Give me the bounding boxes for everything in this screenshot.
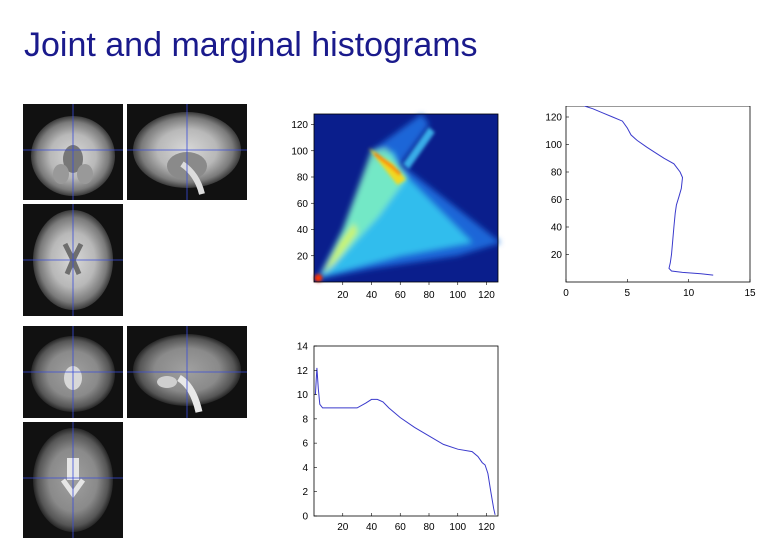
y-tick-label: 60 <box>297 199 309 210</box>
y-tick-label: 12 <box>297 366 309 377</box>
y-tick-label: 120 <box>291 120 308 131</box>
y-tick-label: 100 <box>545 140 562 151</box>
joint-peaks <box>314 127 435 283</box>
x-tick-label: 10 <box>683 288 695 299</box>
x-tick-label: 40 <box>366 522 378 533</box>
y-tick-label: 10 <box>297 390 309 401</box>
x-tick-label: 100 <box>449 522 466 533</box>
y-tick-label: 6 <box>302 439 308 450</box>
y-tick-label: 2 <box>302 487 308 498</box>
y-tick-label: 8 <box>302 414 308 425</box>
x-tick-label: 80 <box>423 522 435 533</box>
x-tick-label: 60 <box>395 522 407 533</box>
joint-histogram-chart: 20 40 60 80 100 120 20 40 60 80 100 120 <box>291 113 501 301</box>
y-tick-label: 80 <box>297 173 309 184</box>
y-tick-label: 0 <box>302 512 308 523</box>
x-tick-label: 80 <box>423 290 435 301</box>
peak-core <box>373 152 402 176</box>
margR-line <box>584 106 714 276</box>
sagittal-slice-2 <box>127 326 247 418</box>
y-tick-label: 20 <box>551 250 563 261</box>
density-region <box>322 222 358 275</box>
y-tick-label: 60 <box>551 195 563 206</box>
coronal-slice <box>23 104 123 200</box>
x-tick-label: 15 <box>744 288 756 299</box>
margB-line <box>314 367 496 515</box>
slide-title: Joint and marginal histograms <box>24 26 478 64</box>
sagittal-slice <box>127 104 247 200</box>
y-tick-label: 4 <box>302 463 308 474</box>
mri-images-top <box>23 104 247 316</box>
axial-slice <box>23 204 123 316</box>
y-tick-label: 100 <box>291 146 308 157</box>
x-tick-label: 20 <box>337 522 349 533</box>
y-tick-label: 40 <box>551 223 563 234</box>
density-region <box>319 150 473 277</box>
y-tick-label: 40 <box>297 225 309 236</box>
margB-frame <box>313 345 499 517</box>
origin-peak <box>314 274 323 283</box>
upper-arm <box>403 127 435 170</box>
axial-slice-2 <box>23 422 123 538</box>
y-tick-label: 80 <box>551 168 563 179</box>
y-tick-label: 14 <box>297 342 309 353</box>
x-tick-label: 120 <box>478 290 495 301</box>
x-tick-label: 0 <box>563 288 569 299</box>
y-tick-label: 20 <box>297 251 309 262</box>
x-tick-label: 20 <box>337 290 349 301</box>
joint-frame <box>313 113 499 283</box>
y-tick-label: 120 <box>545 113 562 124</box>
mri-images-bottom <box>23 326 247 538</box>
coronal-slice-2 <box>23 326 123 418</box>
margR-frame <box>565 106 751 283</box>
x-tick-label: 120 <box>478 522 495 533</box>
x-tick-label: 5 <box>625 288 631 299</box>
joint-density <box>316 114 501 280</box>
marginal-histogram-right: 0 5 10 15 20 40 60 80 100 120 <box>545 106 756 299</box>
marginal-histogram-bottom: 20 40 60 80 100 120 0 2 4 6 8 10 12 14 <box>297 342 499 533</box>
x-tick-label: 40 <box>366 290 378 301</box>
x-tick-label: 60 <box>395 290 407 301</box>
x-tick-label: 100 <box>449 290 466 301</box>
